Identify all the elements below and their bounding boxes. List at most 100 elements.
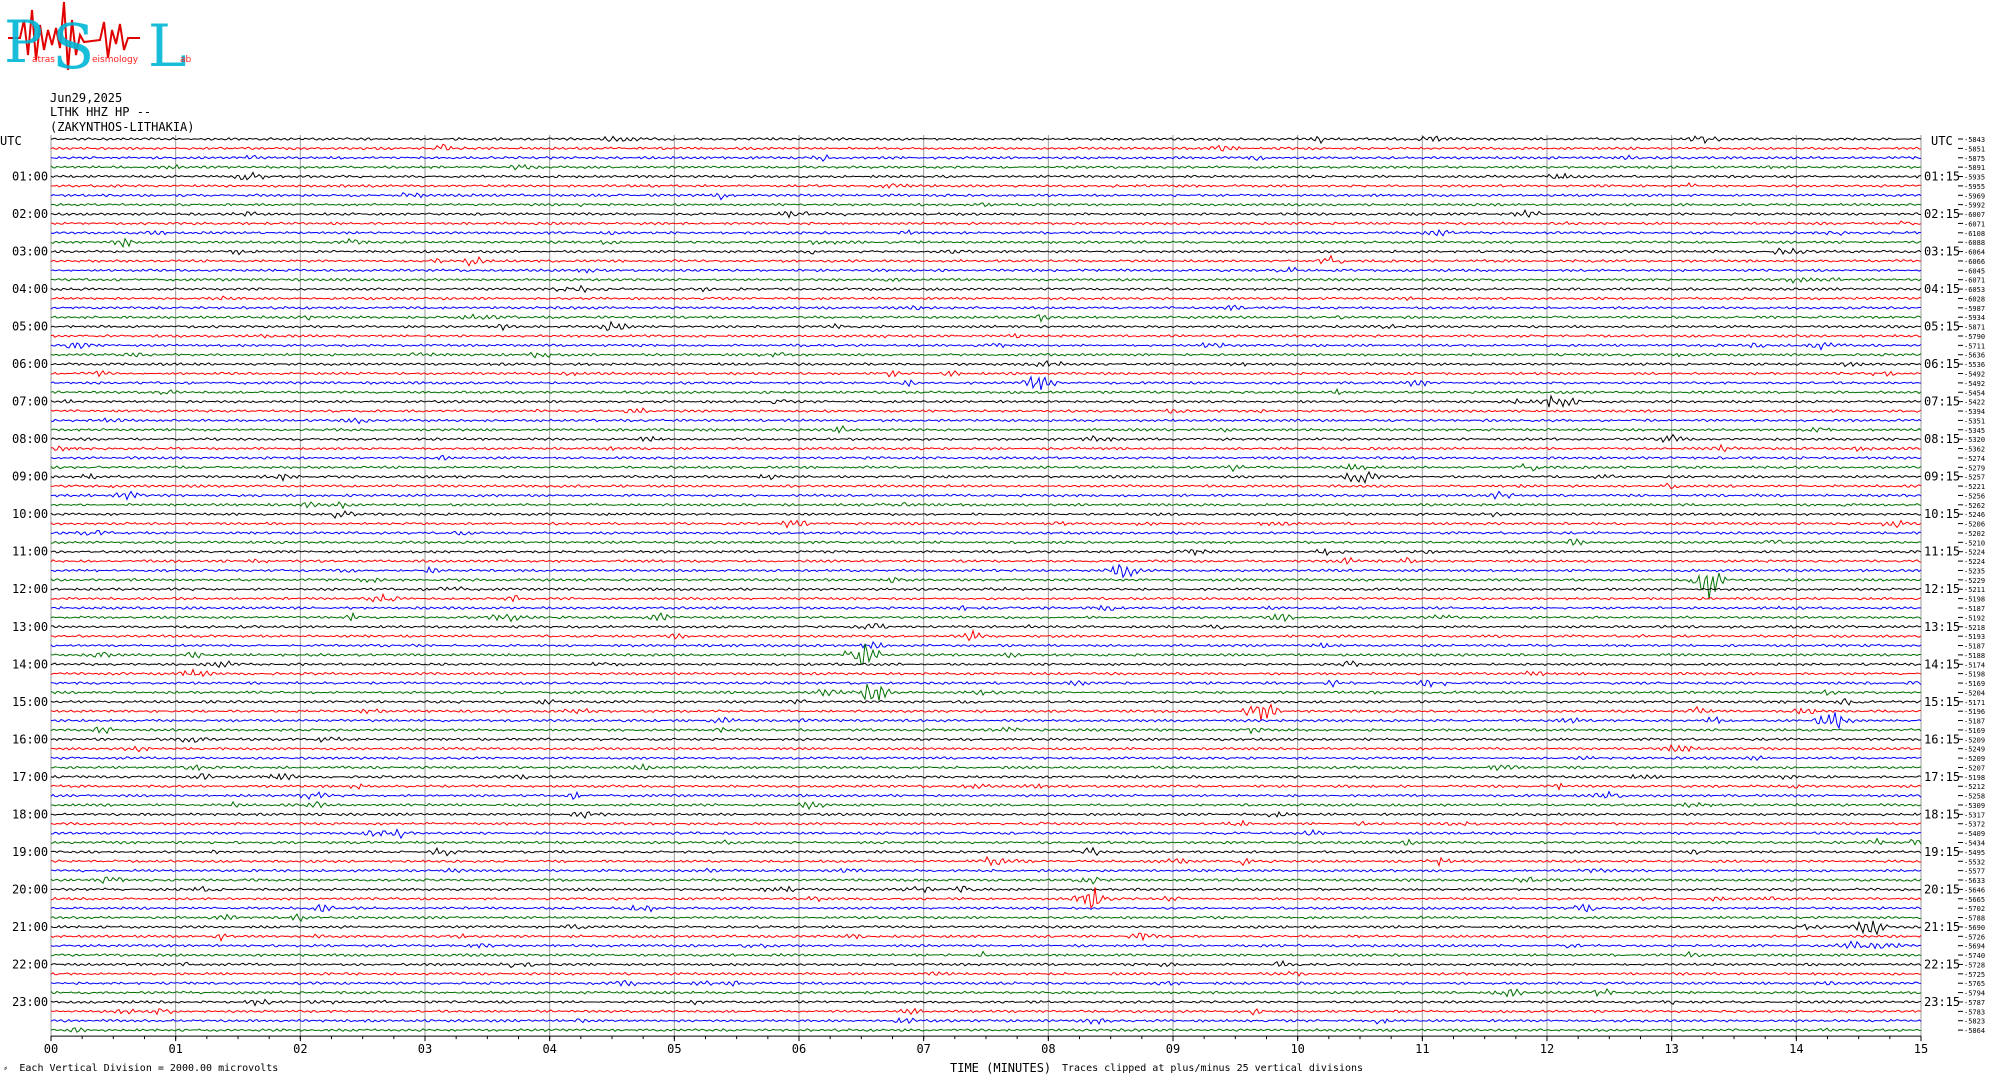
trace-offset-label: -6007 xyxy=(1964,211,1985,219)
seismic-trace xyxy=(50,556,1922,565)
left-hour-label: 22:00 xyxy=(12,957,48,971)
trace-offset-label: -5224 xyxy=(1964,558,1985,566)
left-utc-title: UTC xyxy=(0,134,22,148)
left-hour-label: 09:00 xyxy=(12,470,48,484)
seismic-trace xyxy=(50,819,1922,827)
seismic-trace xyxy=(50,501,1922,510)
seismic-trace xyxy=(50,867,1922,874)
trace-offset-label: -5198 xyxy=(1964,774,1985,782)
axis-label-group: 00 01 02 03 04 05 06 07 08 09 10 11 12 13 14 15-5843-58… xyxy=(0,134,1985,1056)
trace-offset-label: -5187 xyxy=(1964,605,1985,613)
trace-offset-label: -6071 xyxy=(1964,277,1985,285)
seismic-trace xyxy=(50,192,1922,201)
right-hour-label: 14:15 xyxy=(1924,657,1960,671)
trace-offset-label: -6028 xyxy=(1964,295,1985,303)
seismic-trace xyxy=(50,304,1922,312)
logo-letter-p: P xyxy=(4,8,43,76)
trace-offset-label: -5702 xyxy=(1964,905,1985,913)
seismic-trace xyxy=(50,490,1922,501)
trace-offset-label: -5532 xyxy=(1964,858,1985,866)
seismic-trace xyxy=(50,920,1922,936)
right-hour-label: 04:15 xyxy=(1924,282,1960,296)
trace-offset-label: -5843 xyxy=(1964,136,1985,144)
right-hour-label: 15:15 xyxy=(1924,695,1960,709)
right-hour-label: 12:15 xyxy=(1924,582,1960,596)
left-hour-label: 07:00 xyxy=(12,395,48,409)
trace-offset-label: -5317 xyxy=(1964,811,1985,819)
right-hour-label: 10:15 xyxy=(1924,507,1960,521)
trace-offset-label: -5740 xyxy=(1964,952,1985,960)
trace-offset-label: -5257 xyxy=(1964,474,1985,482)
logo-letter-l: L xyxy=(148,12,187,78)
trace-offset-label: -5320 xyxy=(1964,436,1985,444)
trace-offset-label: -5665 xyxy=(1964,896,1985,904)
x-tick-label: 02 xyxy=(293,1042,307,1056)
psl-logo: P S L atras eismology ab xyxy=(4,1,192,78)
left-hour-label: 20:00 xyxy=(12,882,48,896)
right-hour-label: 17:15 xyxy=(1924,770,1960,784)
trace-offset-label: -5454 xyxy=(1964,389,1985,397)
seismic-trace xyxy=(50,202,1922,208)
x-tick-label: 01 xyxy=(168,1042,182,1056)
seismic-trace xyxy=(50,295,1922,302)
x-tick-label: 05 xyxy=(667,1042,681,1056)
trace-offset-label: -5279 xyxy=(1964,464,1985,472)
trace-offset-label: -5198 xyxy=(1964,671,1985,679)
seismic-trace xyxy=(50,284,1922,294)
seismic-trace xyxy=(50,266,1922,274)
left-hour-label: 12:00 xyxy=(12,582,48,596)
record-date: Jun29,2025 xyxy=(50,91,123,105)
left-hour-label: 02:00 xyxy=(12,207,48,221)
left-hour-label: 23:00 xyxy=(12,995,48,1009)
seismic-trace xyxy=(50,572,1922,600)
logo-letter-s: S xyxy=(52,10,94,78)
left-hour-label: 16:00 xyxy=(12,732,48,746)
x-tick-label: 11 xyxy=(1415,1042,1429,1056)
seismic-trace xyxy=(50,782,1922,791)
trace-offset-label: -5536 xyxy=(1964,361,1985,369)
x-tick-label: 03 xyxy=(418,1042,432,1056)
trace-offset-label: -5577 xyxy=(1964,868,1985,876)
seismic-trace xyxy=(50,1017,1922,1026)
trace-offset-label: -5187 xyxy=(1964,718,1985,726)
trace-offset-label: -6071 xyxy=(1964,220,1985,228)
seismic-trace xyxy=(50,641,1922,650)
trace-offset-label: -5788 xyxy=(1964,915,1985,923)
seismic-trace xyxy=(50,903,1922,913)
seismic-trace xyxy=(50,254,1922,267)
seismic-trace xyxy=(50,628,1922,642)
x-tick-label: 13 xyxy=(1664,1042,1678,1056)
seismic-trace xyxy=(50,679,1922,688)
seismic-trace xyxy=(50,443,1922,453)
seismic-trace xyxy=(50,462,1922,473)
left-hour-label: 11:00 xyxy=(12,545,48,559)
trace-offset-label: -5725 xyxy=(1964,971,1985,979)
seismic-trace xyxy=(50,454,1922,461)
trace-offset-label: -5188 xyxy=(1964,652,1985,660)
trace-offset-label: -6045 xyxy=(1964,267,1985,275)
left-hour-label: 19:00 xyxy=(12,845,48,859)
seismic-trace xyxy=(50,320,1922,332)
trace-offset-label: -5274 xyxy=(1964,455,1985,463)
trace-offset-label: -5246 xyxy=(1964,511,1985,519)
trace-offset-label: -5351 xyxy=(1964,417,1985,425)
seismic-trace xyxy=(50,979,1922,988)
seismic-trace xyxy=(50,394,1922,409)
trace-offset-label: -5224 xyxy=(1964,549,1985,557)
trace-offset-label: -5258 xyxy=(1964,793,1985,801)
seismic-trace xyxy=(50,810,1922,819)
trace-offset-label: -5492 xyxy=(1964,371,1985,379)
seismic-trace xyxy=(50,998,1922,1007)
trace-offset-label: -5726 xyxy=(1964,933,1985,941)
seismic-trace xyxy=(50,970,1922,977)
left-hour-label: 13:00 xyxy=(12,620,48,634)
seismic-trace xyxy=(50,755,1922,762)
seismic-trace xyxy=(50,837,1922,846)
seismic-trace xyxy=(50,237,1922,249)
seismic-trace xyxy=(50,885,1922,894)
seismic-trace xyxy=(50,417,1922,425)
trace-offset-label: -5992 xyxy=(1964,202,1985,210)
seismic-trace xyxy=(50,313,1922,323)
seismic-trace xyxy=(50,959,1922,969)
right-hour-label: 16:15 xyxy=(1924,732,1960,746)
